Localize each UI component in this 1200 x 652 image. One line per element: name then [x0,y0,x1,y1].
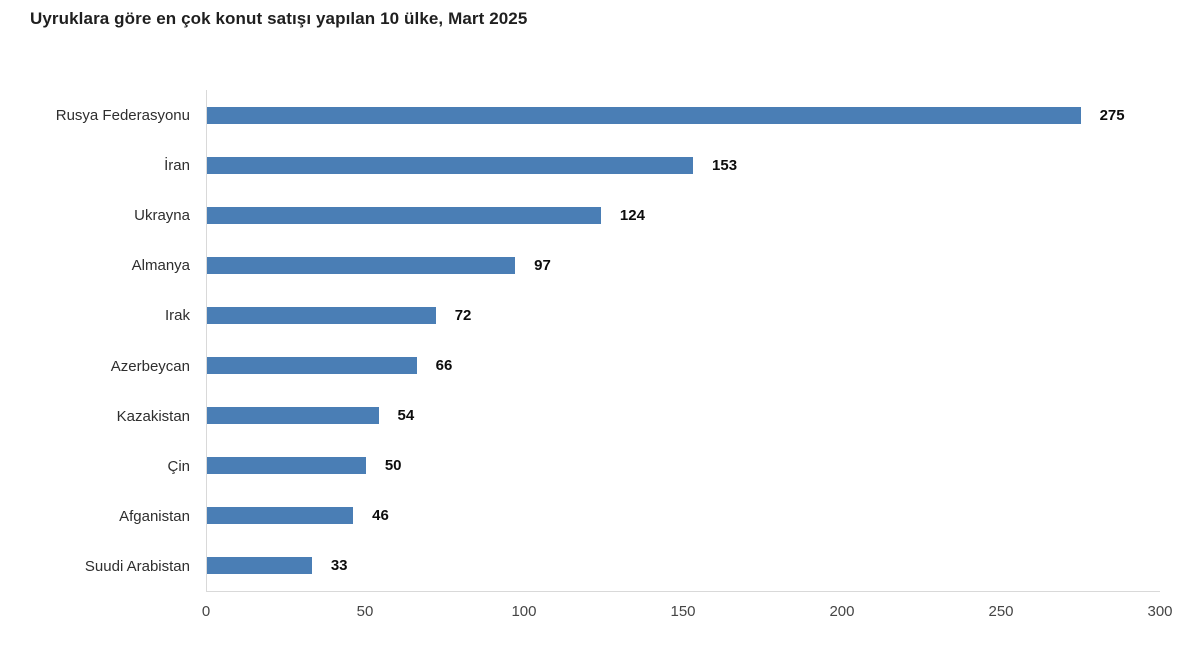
category-label: Rusya Federasyonu [55,106,190,124]
bar-row: 124 [207,190,1160,240]
bar-row: 153 [207,140,1160,190]
bar [207,507,354,525]
value-label: 66 [435,357,453,375]
x-tick-label: 250 [988,603,1014,620]
value-label: 275 [1099,106,1125,124]
bar-row: 66 [207,340,1160,390]
x-tick-label: 100 [511,603,537,620]
bar-row: 46 [207,491,1160,541]
bar [207,357,417,375]
category-label: Almanya [131,257,190,275]
value-label: 50 [384,457,402,475]
category-label: Afganistan [119,508,190,526]
x-tick-label: 0 [201,603,211,620]
bar-row: 50 [207,441,1160,491]
category-label: Çin [167,458,190,476]
value-label: 46 [372,507,389,525]
x-tick-label: 200 [829,603,855,620]
y-axis-category-labels: Rusya Federasyonu İran Ukrayna Almanya Irak A… [0,90,190,592]
bar [207,206,601,224]
x-axis: 0 50 100 150 200 250 300 [202,592,1173,632]
bar [207,106,1081,124]
category-label: Suudi Arabistan [84,558,190,576]
bar-row: 97 [207,240,1160,290]
value-label: 97 [534,256,551,274]
x-tick-label: 300 [1147,603,1173,620]
bar [207,256,516,274]
category-label: Kazakistan [116,407,190,425]
bar [207,156,694,174]
category-label: Irak [164,307,190,325]
bar [207,557,312,575]
bar-row: 275 [207,90,1160,140]
x-tick-label: 150 [670,603,696,620]
value-label: 54 [397,407,415,425]
bar [207,457,366,475]
value-label: 153 [712,156,738,174]
category-label: İran [164,156,190,174]
chart-title: Uyruklara göre en çok konut satışı yapıl… [30,9,528,28]
value-label: 124 [619,206,645,224]
bar-rows: 275 153 124 97 72 66 54 50 46 33 [207,90,1160,591]
category-label: Ukrayna [134,207,190,224]
bar-row: 54 [207,391,1160,441]
category-label: Azerbeycan [110,357,190,375]
plot-area: 275 153 124 97 72 66 54 50 46 33 [206,90,1160,592]
bar-row: 72 [207,290,1160,340]
bar-row: 33 [207,541,1160,591]
bar [207,306,436,324]
bar [207,407,379,425]
value-label: 33 [330,557,348,575]
value-label: 72 [454,306,472,324]
x-tick-label: 50 [356,603,374,620]
